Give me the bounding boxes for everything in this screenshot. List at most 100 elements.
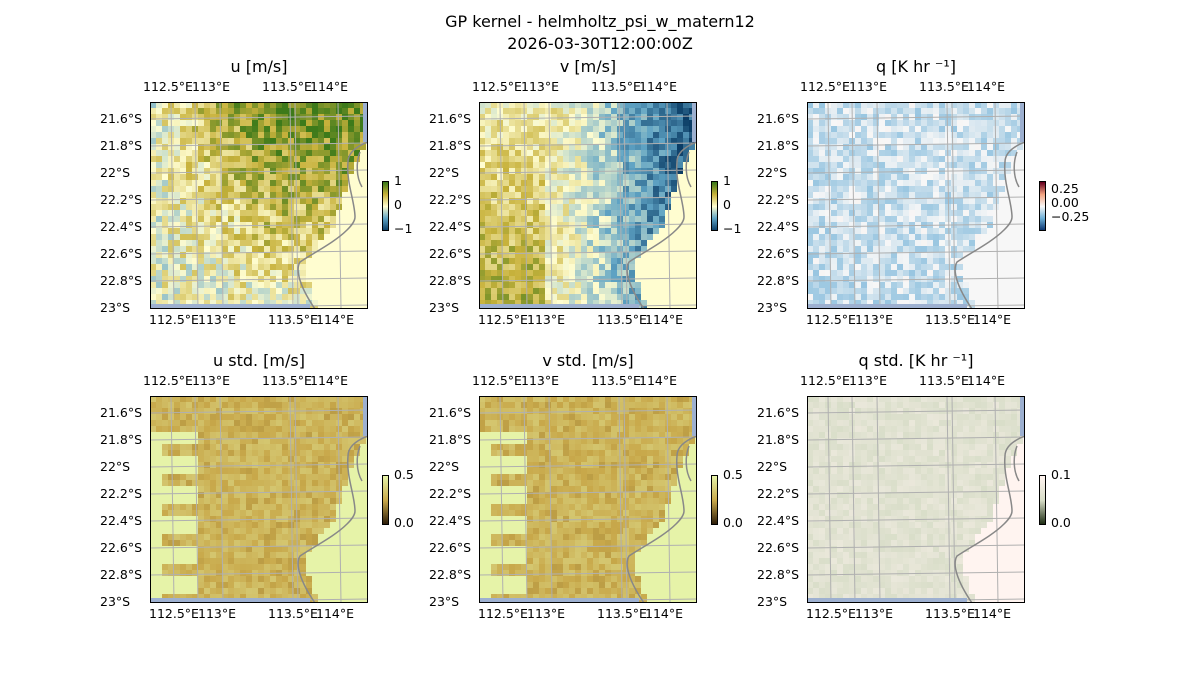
heatmap-cell: [659, 198, 665, 204]
heatmap-cell: [1005, 276, 1011, 282]
heatmap-cell: [539, 126, 545, 132]
heatmap-cell: [545, 168, 551, 174]
heatmap-cell: [330, 522, 336, 528]
heatmap-cell: [497, 294, 503, 300]
heatmap-cell: [180, 192, 186, 198]
heatmap-cell: [599, 198, 605, 204]
heatmap-cell: [222, 426, 228, 432]
heatmap-cell: [981, 120, 987, 126]
heatmap-cell: [222, 198, 228, 204]
heatmap-cell: [999, 210, 1005, 216]
colorbar-step: [712, 214, 717, 215]
heatmap-cell: [861, 132, 867, 138]
heatmap-cell: [318, 126, 324, 132]
heatmap-cell: [831, 132, 837, 138]
heatmap-cell: [174, 174, 180, 180]
heatmap-cell: [861, 294, 867, 300]
heatmap-cell: [276, 132, 282, 138]
heatmap-cell: [933, 300, 939, 306]
heatmap-cell: [156, 168, 162, 174]
heatmap-cell: [348, 432, 354, 438]
heatmap-cell: [162, 492, 168, 498]
heatmap-cell: [198, 516, 204, 522]
heatmap-cell: [210, 474, 216, 480]
heatmap-cell: [557, 126, 563, 132]
heatmap-cell: [270, 138, 276, 144]
heatmap-cell: [611, 144, 617, 150]
heatmap-cell: [252, 288, 258, 294]
heatmap-cell: [993, 294, 999, 300]
heatmap-cell: [180, 462, 186, 468]
heatmap-cell: [360, 198, 366, 204]
heatmap-cell: [192, 432, 198, 438]
heatmap-cell: [963, 240, 969, 246]
heatmap-cell: [360, 276, 366, 282]
heatmap-cell: [186, 252, 192, 258]
panel-title: u std. [m/s]: [213, 351, 305, 370]
heatmap-cell: [270, 210, 276, 216]
heatmap-cell: [354, 414, 360, 420]
heatmap-cell: [174, 444, 180, 450]
heatmap-cell: [342, 294, 348, 300]
heatmap-cell: [689, 294, 695, 300]
heatmap-cell: [318, 306, 324, 309]
heatmap-cell: [819, 162, 825, 168]
heatmap-cell: [605, 216, 611, 222]
heatmap-cell: [288, 108, 294, 114]
heatmap-cell: [210, 132, 216, 138]
heatmap-cell: [318, 402, 324, 408]
heatmap-cell: [258, 228, 264, 234]
heatmap-cell: [330, 150, 336, 156]
heatmap-cell: [258, 420, 264, 426]
heatmap-cell: [485, 108, 491, 114]
heatmap-cell: [509, 138, 515, 144]
heatmap-cell: [491, 180, 497, 186]
heatmap-cell: [891, 156, 897, 162]
grid-meridian: [499, 102, 504, 309]
heatmap-cell: [1017, 282, 1023, 288]
heatmap-cell: [897, 270, 903, 276]
heatmap-cell: [855, 108, 861, 114]
heatmap-cell: [945, 258, 951, 264]
heatmap-cell: [252, 192, 258, 198]
heatmap-cell: [210, 522, 216, 528]
heatmap-cell: [192, 174, 198, 180]
heatmap-cell: [216, 258, 222, 264]
heatmap-cell: [813, 276, 819, 282]
heatmap-cell: [641, 150, 647, 156]
heatmap-cell: [653, 102, 659, 108]
heatmap-cell: [330, 432, 336, 438]
heatmap-cell: [509, 198, 515, 204]
heatmap-cell: [294, 456, 300, 462]
panel-title: q [K hr ⁻¹]: [876, 57, 956, 76]
heatmap-cell: [975, 132, 981, 138]
heatmap-cell: [933, 120, 939, 126]
heatmap-cell: [629, 210, 635, 216]
heatmap-cell: [324, 102, 330, 108]
heatmap-cell: [677, 162, 683, 168]
heatmap-cell: [521, 198, 527, 204]
heatmap-cell: [150, 120, 156, 126]
heatmap-cell: [210, 102, 216, 108]
heatmap-cell: [222, 156, 228, 162]
heatmap-cell: [563, 228, 569, 234]
heatmap-cell: [240, 414, 246, 420]
heatmap-cell: [264, 210, 270, 216]
heatmap-cell: [641, 228, 647, 234]
heatmap-cell: [653, 192, 659, 198]
map-heatmap: [807, 102, 1025, 309]
heatmap-cell: [927, 102, 933, 108]
heatmap-cell: [150, 510, 156, 516]
heatmap-cell: [909, 216, 915, 222]
top-lon-tick: 113.5°E: [262, 373, 312, 388]
heatmap-cell: [683, 180, 689, 186]
heatmap-cell: [342, 210, 348, 216]
heatmap-cell: [515, 198, 521, 204]
heatmap-cell: [318, 144, 324, 150]
heatmap-cell: [515, 300, 521, 306]
top-lon-tick: 113.5°E: [919, 79, 969, 94]
heatmap-cell: [807, 138, 813, 144]
heatmap-cell: [192, 276, 198, 282]
heatmap-cell: [306, 138, 312, 144]
heatmap-cell: [885, 138, 891, 144]
